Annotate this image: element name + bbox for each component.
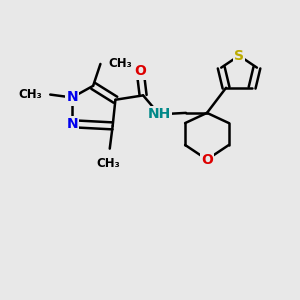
Text: CH₃: CH₃ [18, 88, 42, 101]
Text: N: N [66, 91, 78, 104]
Text: CH₃: CH₃ [96, 157, 120, 170]
Text: O: O [134, 64, 146, 79]
Text: O: O [201, 152, 213, 167]
Text: NH: NH [148, 107, 171, 121]
Text: S: S [234, 49, 244, 63]
Text: CH₃: CH₃ [109, 58, 132, 70]
Text: N: N [66, 117, 78, 131]
